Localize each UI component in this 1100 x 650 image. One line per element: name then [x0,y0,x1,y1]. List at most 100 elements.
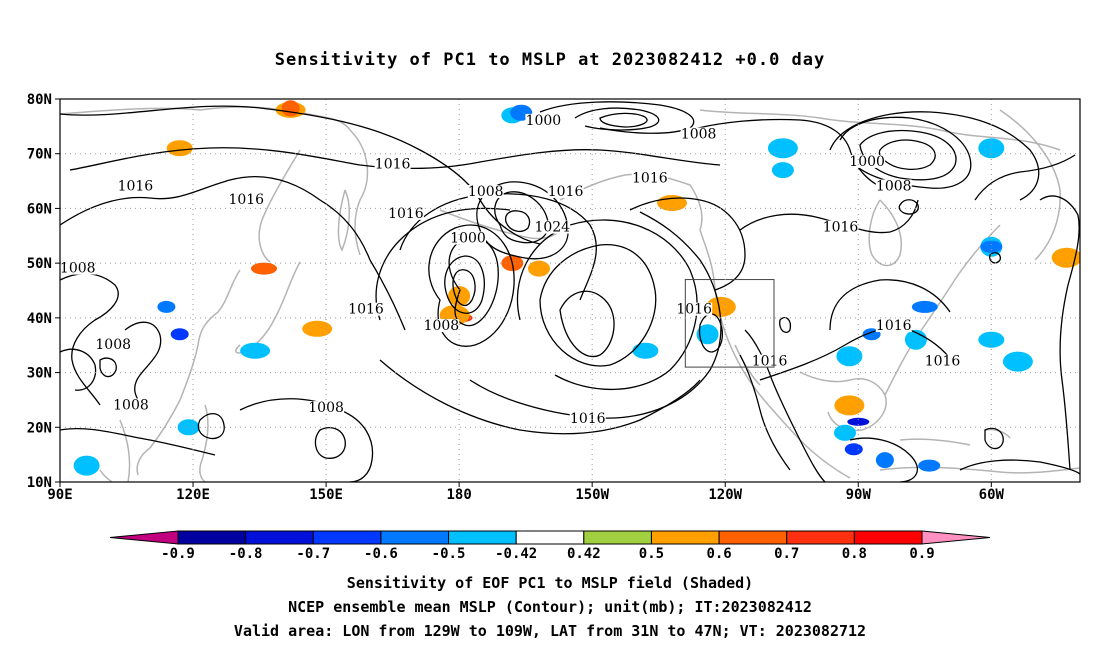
lon-label: 150W [575,487,609,503]
contour-label-bg [875,179,912,193]
contour-line [744,329,826,482]
contour-label-bg [228,193,265,207]
contour-label-bg [348,302,384,316]
coastline-korea-china [149,269,241,449]
lon-label: 150E [309,487,343,503]
shaded-blob [1051,247,1080,268]
colorbar-label: -0.42 [495,546,537,562]
contour-label: 1016 [388,206,424,222]
colorbar-label: -0.8 [229,546,263,562]
contour-label: 1000 [526,113,562,129]
footer-line-1: Sensitivity of EOF PC1 to MSLP field (Sh… [346,574,754,592]
contour-line [399,193,597,301]
longitude-labels: 90E 120E 150E 180 150W 120W 90W 60W [47,482,1005,503]
contour-line [859,129,957,181]
contour-line [60,427,216,456]
contour-label: 1016 [632,170,668,186]
contour-label-bg [112,398,149,412]
lon-label: 180 [446,487,471,503]
coastline-kurils-japan [235,261,301,354]
contour-label: 1000 [849,154,885,170]
contour-label-bg [95,338,132,352]
shaded-blob [281,100,300,117]
shaded-blob [177,419,200,436]
coastline-taiwan-philippines [199,404,209,482]
contour-line [629,197,746,291]
shaded-blob [166,140,193,157]
footer-line-2: NCEP ensemble mean MSLP (Contour); unit(… [288,598,812,616]
lat-label: 10N [27,475,52,491]
shaded-blob [844,443,863,456]
shaded-blob [875,452,894,469]
shaded-blob [240,342,271,359]
contour-label-bg [308,401,345,415]
colorbar-box [786,530,855,545]
contour-label: 1016 [676,302,712,318]
contour-line [959,459,1080,475]
shaded-blob [705,296,736,317]
contour-line [469,211,722,419]
coastline-okhotsk [258,149,301,263]
colorbar-label: -0.5 [432,546,466,562]
colorbar-box [718,530,788,545]
contour-label: 1016 [548,184,584,200]
lat-label: 60N [27,201,52,217]
contour-line [759,327,956,381]
colorbar-box [312,530,382,545]
coastline-greenland [999,109,1061,261]
colorbar-box [650,530,720,545]
shaded-blob [836,346,863,367]
contour-line [898,199,919,215]
contour-label: 1016 [375,157,411,173]
colorbar-box [515,530,585,545]
shaded-blob [170,328,189,341]
colorbar-label: 0.9 [909,546,934,562]
coastline-aleutians [439,209,561,240]
contour-line [989,252,1001,264]
contour-label: 1016 [570,411,606,427]
contour-label: 1016 [925,354,961,370]
coastline-us-east [884,224,1001,396]
contour-labels: 1000 1008 1016 1016 1016 1016 1008 1016 1016 1000… [60,113,961,427]
shaded-blob [767,138,798,159]
contour-line [1039,195,1080,471]
contour-label-bg [534,220,571,234]
colorbar-box [380,530,450,545]
contour-label-bg [631,171,668,185]
contour-label: 1008 [424,318,460,334]
lat-label: 50N [27,256,52,272]
lat-label: 30N [27,366,52,382]
colorbar-box [583,530,652,545]
coastline-kamchatka [337,189,350,252]
lat-label: 70N [27,147,52,163]
contour-label-bg [822,220,859,234]
contour-label-bg [569,412,606,426]
contour-label-bg [751,354,788,368]
contour-line [124,321,162,411]
gridlines [60,99,1080,482]
contour-line [379,359,701,435]
contour-line [974,154,1076,201]
contour-label-bg [60,261,96,275]
lon-label: 60W [979,487,1005,503]
contour-line [60,273,119,406]
contour-label-bg [374,157,411,171]
colorbar: -0.9 -0.8 -0.7 -0.6 -0.5 -0.42 0.42 0.5 0.6 0.7 0.… [109,530,991,562]
shaded-blob [632,342,659,359]
colorbar-max-arrow [921,530,991,545]
contour-label: 1008 [113,397,149,413]
shaded-blob [834,424,856,441]
contour-label: 1008 [60,261,96,277]
colorbar-min-arrow [109,530,179,545]
contour-label: 1000 [450,231,486,247]
contour-label-bg [525,113,562,127]
plot-title: Sensitivity of PC1 to MSLP at 2023082412… [274,50,826,70]
lat-label: 80N [27,92,52,108]
shaded-blob [847,417,870,426]
contour-label-bg [680,127,717,141]
contour-line [739,354,791,471]
contour-line [829,279,951,331]
shaded-blob [696,324,719,345]
colorbar-label: -0.9 [161,546,195,562]
